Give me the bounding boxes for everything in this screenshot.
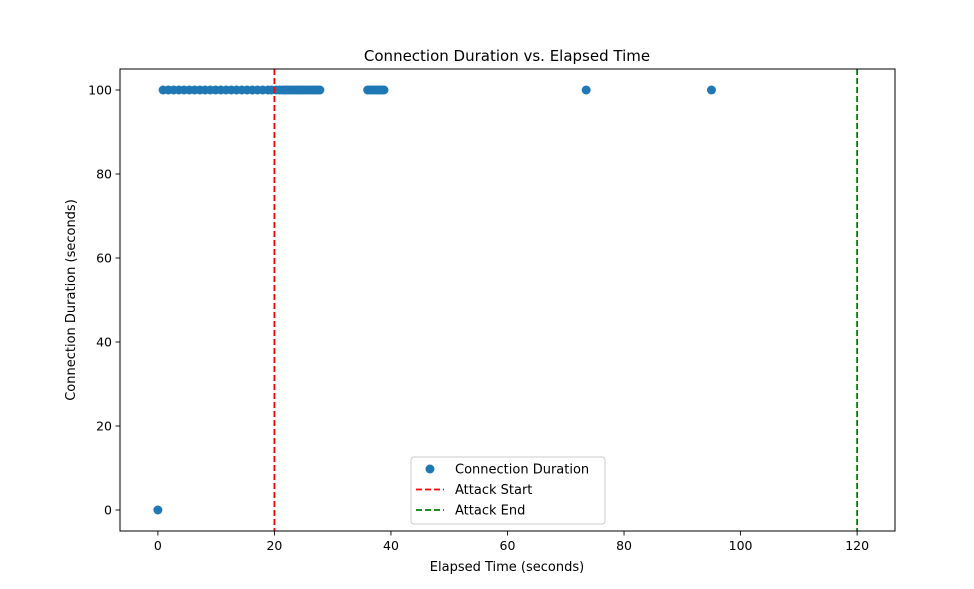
x-tick-label: 120 <box>845 538 869 553</box>
legend-box <box>410 456 606 525</box>
x-tick-label: 80 <box>616 538 632 553</box>
legend-marker-connection-duration <box>425 464 435 474</box>
chart-title: Connection Duration vs. Elapsed Time <box>364 47 650 65</box>
plot-area <box>153 69 859 531</box>
legend-label-attack-start: Attack Start <box>455 483 532 498</box>
legend-label-connection-duration: Connection Duration <box>455 463 589 478</box>
y-tick-label: 0 <box>104 503 112 518</box>
data-point <box>315 85 325 95</box>
x-axis: 0 20 40 60 80 100 120 <box>154 531 869 553</box>
x-tick-label: 0 <box>154 538 162 553</box>
y-tick-label: 80 <box>96 167 112 182</box>
x-axis-label: Elapsed Time (seconds) <box>430 560 584 575</box>
data-point <box>706 85 716 95</box>
x-tick-label: 100 <box>729 538 753 553</box>
y-axis: 0 20 40 60 80 100 <box>88 83 120 518</box>
legend: Connection Duration Attack Start Attack En… <box>410 456 606 525</box>
x-tick-label: 60 <box>500 538 516 553</box>
y-tick-label: 100 <box>88 83 112 98</box>
x-tick-label: 40 <box>383 538 399 553</box>
y-axis-label: Connection Duration (seconds) <box>64 199 79 401</box>
y-tick-label: 60 <box>96 251 112 266</box>
data-point <box>581 85 591 95</box>
y-tick-label: 40 <box>96 335 112 350</box>
data-point <box>379 85 389 95</box>
legend-label-attack-end: Attack End <box>455 504 525 519</box>
data-point <box>153 505 163 515</box>
x-tick-label: 20 <box>266 538 282 553</box>
y-tick-label: 20 <box>96 419 112 434</box>
